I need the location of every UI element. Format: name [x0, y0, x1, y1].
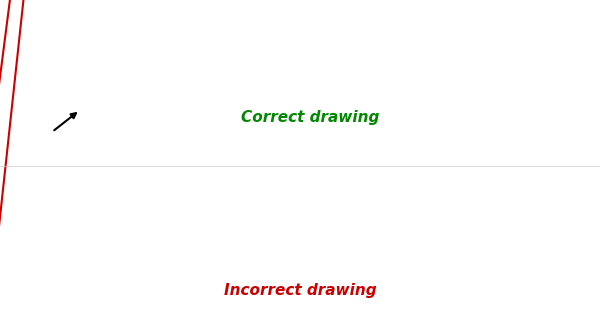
Text: Incorrect drawing: Incorrect drawing: [224, 283, 376, 298]
Text: Correct drawing: Correct drawing: [241, 110, 379, 125]
